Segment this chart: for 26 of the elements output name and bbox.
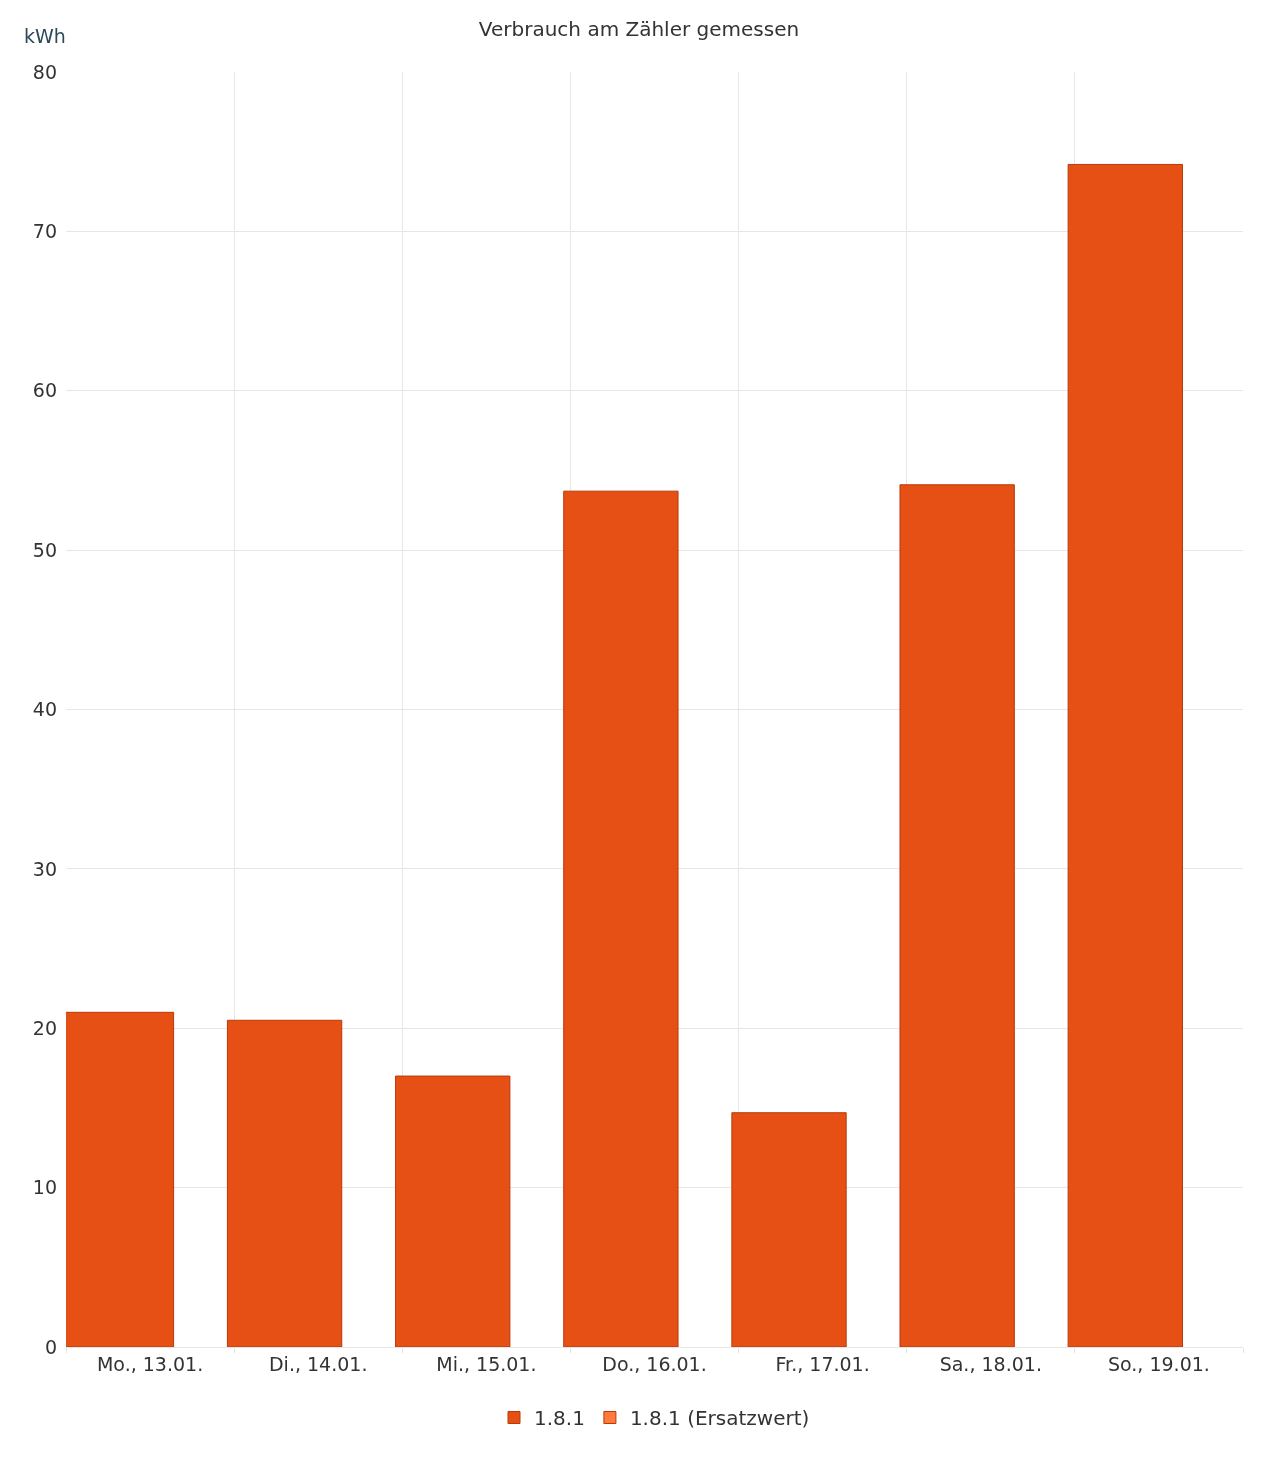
bar [731,1112,847,1347]
y-tick-label: 30 [32,857,57,880]
x-tick-label: Mo., 13.01. [96,1352,204,1375]
x-tick-label: Sa., 18.01. [939,1352,1042,1375]
bar [226,1019,343,1347]
x-tick-label: Mi., 15.01. [436,1352,537,1375]
y-tick-label: 50 [32,538,57,561]
bar [1067,163,1183,1347]
x-tick-label: Fr., 17.01. [775,1352,870,1375]
legend-label: 1.8.1 [534,1406,585,1431]
bar [899,484,1015,1347]
x-tick-label: Do., 16.01. [602,1352,707,1375]
y-tick-label: 40 [32,698,57,721]
bar [563,490,679,1347]
y-tick-label: 0 [44,1335,57,1358]
y-tick-label: 80 [32,60,57,83]
y-tick-label: 10 [32,1176,57,1199]
y-axis-title: kWh [24,25,66,47]
chart-title: Verbrauch am Zähler gemessen [478,16,800,41]
x-tick-label: So., 19.01. [1107,1352,1210,1375]
y-tick-label: 20 [32,1016,57,1039]
y-tick-label: 70 [32,220,57,243]
x-tick-label: Di., 14.01. [268,1352,368,1375]
y-tick-label: 60 [32,379,57,402]
legend-label: 1.8.1 (Ersatzwert) [629,1406,810,1431]
bar [395,1075,511,1347]
